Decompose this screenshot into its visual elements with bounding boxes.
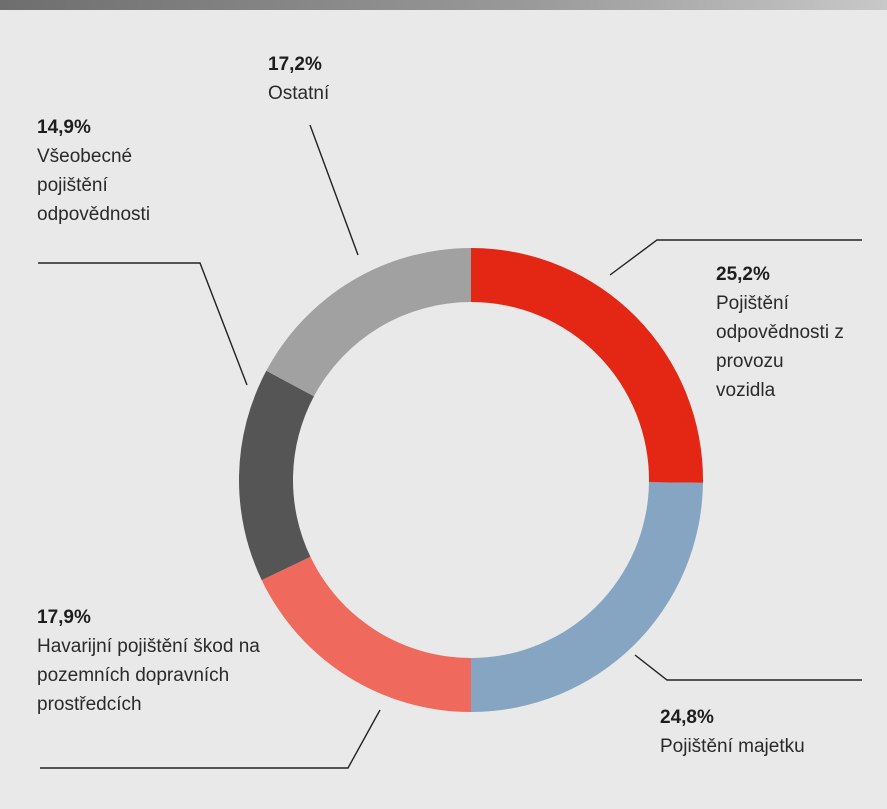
leader-line <box>609 239 862 276</box>
donut-segment <box>238 370 314 581</box>
percent-label: 24,8% <box>660 707 714 728</box>
leader-lines <box>38 124 862 769</box>
category-label: Všeobecné pojištění odpovědnosti <box>37 146 151 225</box>
percent-label: 17,9% <box>37 607 91 628</box>
leader-line <box>634 654 862 681</box>
percent-label: 17,2% <box>268 54 322 75</box>
donut-segment <box>471 248 703 483</box>
data-label: 14,9% Všeobecné pojištění odpovědnosti <box>37 113 197 229</box>
category-label: Ostatní <box>268 83 330 104</box>
donut-segment <box>266 248 471 397</box>
data-label: 17,9% Havarijní pojištění škod na pozemní… <box>37 603 275 719</box>
donut-segment <box>471 482 703 712</box>
data-label: 17,2% Ostatní <box>268 50 428 108</box>
data-label: 25,2% Pojištění odpovědnosti z provozu vo… <box>716 260 846 405</box>
percent-label: 25,2% <box>716 264 770 285</box>
percent-label: 14,9% <box>37 117 91 138</box>
category-label: Pojištění odpovědnosti z provozu vozidla <box>716 293 844 401</box>
data-label: 24,8% Pojištění majetku <box>660 703 880 761</box>
top-bar <box>0 0 887 10</box>
category-label: Havarijní pojištění škod na pozemních do… <box>37 636 260 715</box>
category-label: Pojištění majetku <box>660 736 805 757</box>
donut-segment <box>261 556 471 712</box>
leader-line <box>309 124 359 256</box>
leader-line <box>38 262 248 386</box>
leader-line <box>40 709 381 769</box>
